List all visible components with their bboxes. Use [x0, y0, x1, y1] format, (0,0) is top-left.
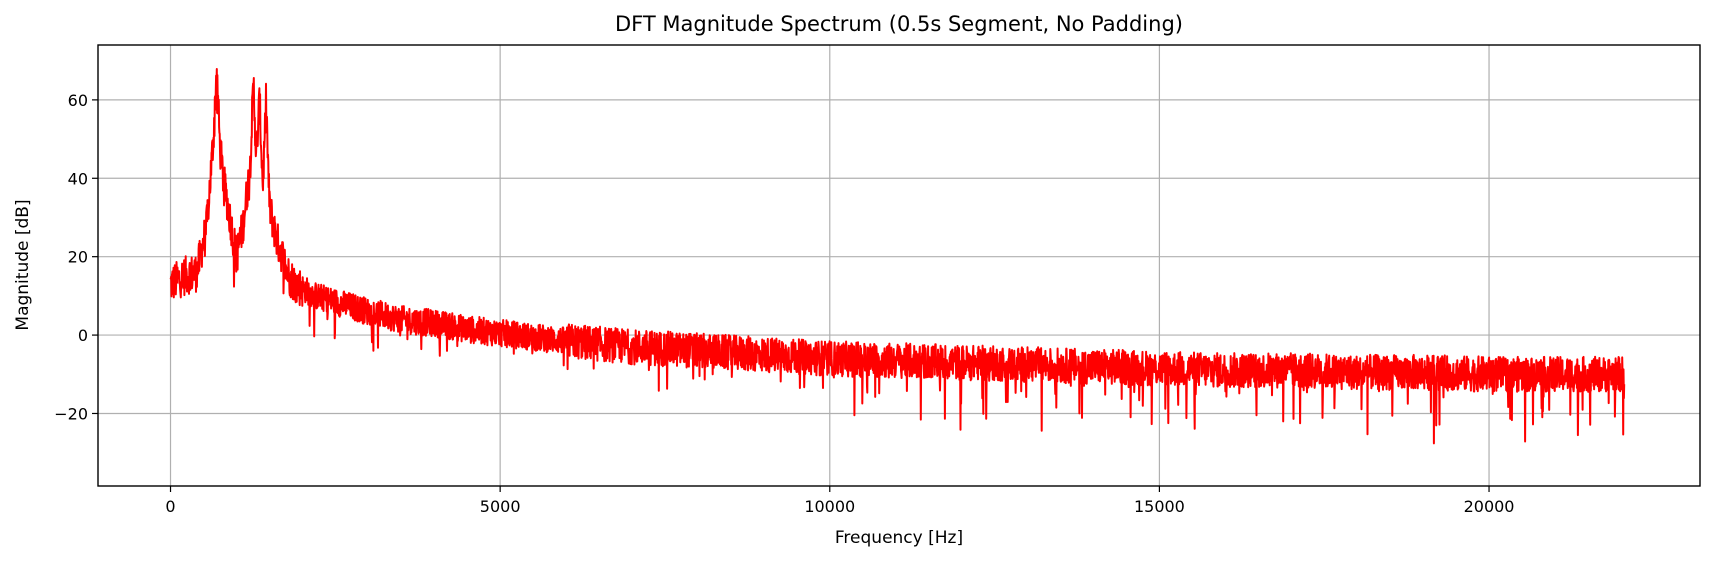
plot-area [169, 68, 1626, 445]
x-tick-label: 10000 [804, 497, 855, 516]
gridlines [98, 45, 1700, 486]
x-axis-label: Frequency [Hz] [835, 528, 963, 548]
y-tick-label: 20 [68, 248, 88, 267]
chart-title: DFT Magnitude Spectrum (0.5s Segment, No… [615, 12, 1183, 36]
y-tick-label: −20 [54, 404, 88, 423]
x-tick-label: 0 [165, 497, 175, 516]
x-tick-label: 20000 [1464, 497, 1515, 516]
y-axis-label: Magnitude [dB] [13, 199, 33, 330]
y-tick-label: 40 [68, 169, 88, 188]
spectrum-line [169, 68, 1626, 445]
x-tick-label: 5000 [480, 497, 521, 516]
axes-frame [97, 44, 1701, 487]
x-tick-label: 15000 [1134, 497, 1185, 516]
y-tick-label: 0 [78, 326, 88, 345]
y-axis-ticks: −20 0 20 40 60 [54, 91, 98, 423]
x-axis-ticks: 0 5000 10000 15000 20000 [165, 486, 1514, 516]
y-tick-label: 60 [68, 91, 88, 110]
